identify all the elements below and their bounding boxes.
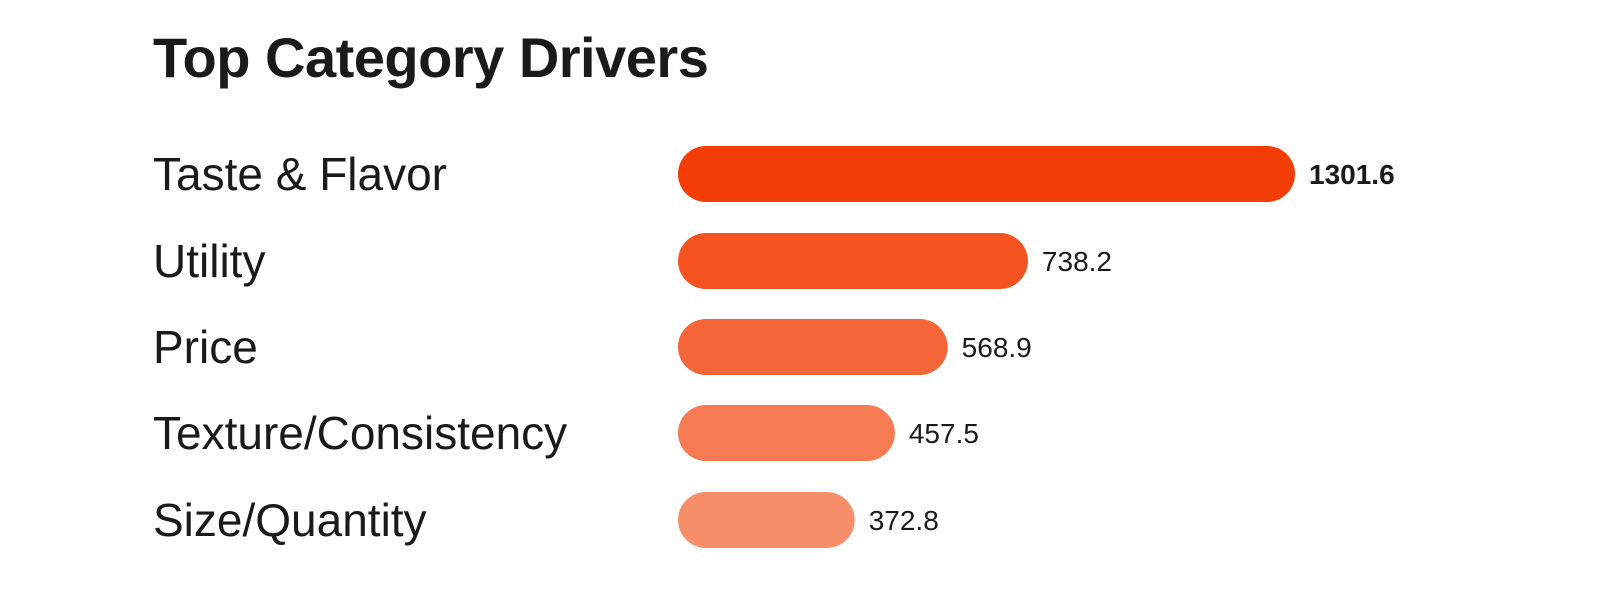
bar — [678, 319, 948, 375]
bar — [678, 233, 1028, 289]
value-label: 1301.6 — [1309, 159, 1395, 190]
value-label: 372.8 — [869, 505, 939, 536]
value-label: 457.5 — [909, 418, 979, 449]
bar — [678, 146, 1295, 202]
category-label: Texture/Consistency — [153, 407, 567, 459]
value-label: 568.9 — [962, 332, 1032, 363]
category-label: Utility — [153, 235, 265, 287]
category-label: Price — [153, 321, 258, 373]
category-label: Taste & Flavor — [153, 148, 447, 200]
bar — [678, 492, 855, 548]
bar — [678, 405, 895, 461]
category-label: Size/Quantity — [153, 494, 427, 546]
chart-title: Top Category Drivers — [153, 26, 709, 89]
bars-layer: Taste & Flavor 1301.6 Utility 738.2 Price 568… — [153, 146, 1395, 548]
value-label: 738.2 — [1042, 246, 1112, 277]
